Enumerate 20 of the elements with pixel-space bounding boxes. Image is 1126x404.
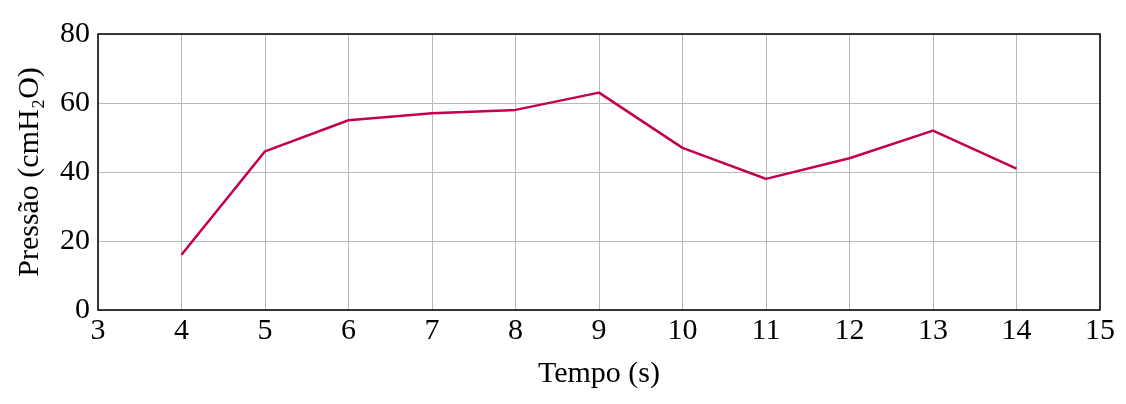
y-tick-label: 20: [60, 221, 90, 255]
x-tick-label: 3: [90, 311, 106, 345]
x-tick-label: 12: [834, 311, 865, 345]
x-tick-label: 14: [1001, 311, 1032, 345]
y-axis-title: Pressão (cmH₂O): [10, 67, 45, 277]
x-tick-label: 6: [341, 311, 356, 345]
x-axis-title: Tempo (s): [537, 354, 661, 389]
x-tick-label: 5: [257, 311, 273, 345]
x-tick-label: 9: [591, 311, 607, 345]
y-tick-label: 0: [75, 290, 90, 324]
x-tick-label: 15: [1085, 311, 1115, 345]
x-tick-label: 7: [424, 311, 440, 345]
x-tick-label: 8: [508, 311, 523, 345]
y-tick-label: 40: [60, 152, 90, 186]
x-tick-label: 4: [174, 311, 189, 345]
y-tick-label: 60: [60, 83, 90, 117]
x-tick-label: 10: [667, 311, 698, 345]
x-tick-label: 11: [751, 311, 781, 345]
y-tick-label: 80: [60, 14, 90, 48]
x-tick-label: 13: [918, 311, 948, 345]
